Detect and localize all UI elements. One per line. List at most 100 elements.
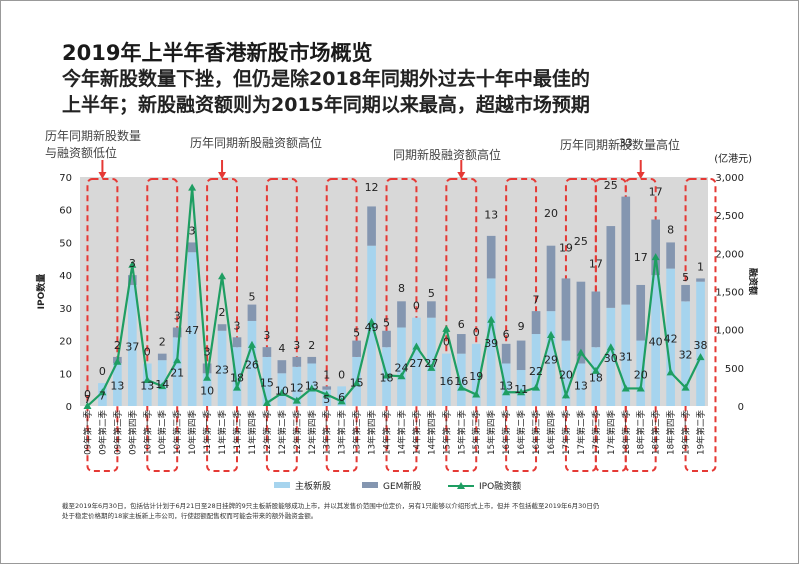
x-tick-label: 10年第三季 — [172, 410, 183, 455]
bar-main-board — [262, 356, 272, 406]
ipo-marker — [83, 402, 92, 409]
ipo-marker — [203, 373, 212, 381]
label-main-board: 18 — [589, 372, 603, 385]
x-tick-label: 14年第四季 — [426, 410, 437, 455]
x-tick-label: 10年第二季 — [157, 410, 168, 455]
highlight-box — [325, 178, 358, 472]
ipo-marker — [247, 340, 256, 348]
subtitle-line-1: 今年新股数量下挫，但仍是除2018年同期外过去十年中最佳的 — [62, 68, 590, 90]
bar-main-board — [322, 389, 332, 406]
bar-main-board — [247, 320, 257, 406]
footnote-line-2: 处于稳定价格期的18家主板新上市公司，行使超额配售权而可能会带来的额外融资金额。 — [62, 511, 318, 520]
ipo-marker — [547, 331, 555, 339]
bar-gem — [456, 334, 466, 354]
bar-main-board — [681, 301, 690, 406]
x-tick-label: 17年第二季 — [576, 410, 587, 455]
x-tick-label: 18年第一季 — [621, 410, 632, 455]
label-main-board: 22 — [529, 365, 543, 378]
bar-main-board — [142, 363, 152, 406]
ipo-marker — [188, 183, 197, 191]
label-main-board: 14 — [155, 378, 169, 391]
label-gem: 8 — [398, 282, 405, 295]
x-tick-label: 12年第三季 — [292, 410, 303, 455]
label-gem: 5 — [248, 290, 255, 303]
ipo-marker — [576, 348, 585, 356]
callout-period-high-fund: 同期新股融资额高位 — [393, 148, 502, 162]
y-axis-title: IPO数量 — [35, 274, 47, 310]
label-main-board: 10 — [200, 385, 214, 398]
label-main-board: 6 — [338, 391, 345, 404]
bar-main-board — [172, 337, 182, 406]
label-gem: 2 — [114, 339, 121, 352]
label-main-board: 38 — [694, 339, 708, 352]
ipo-marker — [277, 389, 286, 397]
ipo-marker — [143, 376, 152, 384]
bar-main-board — [217, 330, 227, 406]
x-tick-label: 15年第二季 — [456, 410, 467, 455]
legend-gem-label: GEM新股 — [383, 480, 421, 492]
ipo-marker — [517, 388, 526, 396]
ipo-marker — [442, 324, 451, 332]
ipo-marker — [352, 379, 361, 387]
highlight-box — [206, 178, 239, 472]
ipo-marker — [427, 363, 436, 371]
x-tick-label: 09年第一季 — [82, 410, 93, 455]
bar-main-board — [636, 340, 646, 406]
bar-main-board — [456, 353, 466, 406]
y-tick-label: 70 — [59, 173, 72, 184]
x-tick-label: 11年第一季 — [202, 410, 213, 455]
x-tick-label: 17年第三季 — [591, 410, 602, 455]
label-gem: 2 — [308, 339, 315, 352]
y2-tick-label: 3,000 — [715, 173, 744, 184]
x-tick-label: 11年第三季 — [232, 410, 243, 455]
ipo-marker — [561, 391, 570, 399]
x-tick-label: 18年第二季 — [636, 410, 647, 455]
label-gem: 3 — [234, 319, 241, 332]
legend-ipo-marker — [457, 482, 465, 489]
label-gem: 2 — [219, 306, 226, 319]
bar-gem — [157, 353, 167, 361]
label-main-board: 42 — [664, 332, 678, 345]
y-tick-label: 0 — [66, 402, 72, 413]
bar-main-board — [666, 268, 675, 406]
x-tick-label: 17年第四季 — [606, 410, 617, 455]
ipo-marker — [621, 384, 630, 392]
ipo-marker — [218, 272, 227, 280]
bar-gem — [516, 340, 526, 371]
ipo-marker — [307, 384, 316, 392]
bar-gem — [232, 337, 242, 348]
label-gem: 19 — [559, 241, 573, 254]
label-main-board: 26 — [245, 358, 259, 371]
plot-area — [80, 177, 708, 406]
label-main-board: 32 — [679, 349, 693, 362]
x-tick-label: 11年第二季 — [217, 410, 228, 455]
label-gem: 25 — [604, 179, 618, 192]
x-tick-label: 13年第四季 — [367, 410, 378, 455]
label-gem: 2 — [159, 336, 166, 349]
x-tick-label: 13年第三季 — [352, 410, 363, 455]
legend-ipo-label: IPO融资额 — [479, 480, 521, 492]
bar-gem — [606, 226, 616, 308]
bar-gem — [696, 278, 705, 282]
ipo-marker — [591, 366, 600, 374]
x-tick-label: 13年第一季 — [322, 410, 333, 455]
bar-gem — [127, 275, 137, 285]
bar-gem — [187, 242, 197, 253]
label-main-board: 39 — [484, 337, 498, 350]
bar-gem — [217, 324, 227, 331]
bar-gem — [636, 284, 646, 341]
bar-gem — [681, 284, 690, 302]
ipo-marker — [113, 357, 122, 365]
ipo-marker — [457, 383, 466, 391]
legend-gem-swatch — [362, 482, 378, 488]
label-gem: 0 — [144, 345, 151, 358]
y-tick-label: 20 — [59, 337, 72, 348]
bar-gem — [486, 235, 496, 279]
bar-gem — [621, 196, 631, 305]
highlight-box — [505, 178, 538, 472]
label-gem: 9 — [518, 320, 525, 333]
label-main-board: 19 — [469, 370, 483, 383]
ipo-marker — [128, 260, 137, 268]
x-tick-label: 19年第一季 — [681, 410, 692, 455]
x-tick-label: 16年第一季 — [501, 410, 512, 455]
